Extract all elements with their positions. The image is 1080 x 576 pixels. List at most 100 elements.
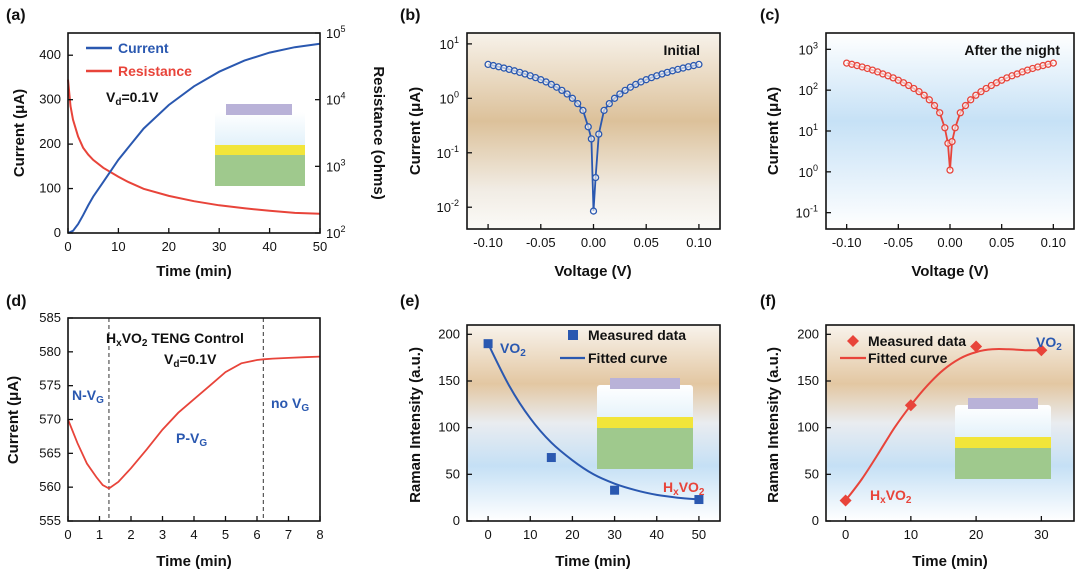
region-no-label: no VG bbox=[271, 395, 309, 414]
x-tick-label: 5 bbox=[222, 527, 229, 542]
x-tick-label: 0.10 bbox=[1041, 235, 1066, 250]
y-tick-label: 400 bbox=[39, 47, 61, 62]
x-axis-title-c: Voltage (V) bbox=[911, 263, 988, 280]
measured-data-point bbox=[839, 494, 852, 507]
panel-label-f: (f) bbox=[760, 293, 776, 310]
panel-label-a: (a) bbox=[6, 7, 26, 24]
y-axis-title-current: Current (μA) bbox=[11, 89, 28, 177]
resistance-series-line bbox=[67, 79, 321, 215]
panel-label-d: (d) bbox=[6, 293, 26, 310]
data-point bbox=[972, 91, 980, 99]
y-tick-label: 50 bbox=[805, 466, 819, 481]
y-tick-label: 0 bbox=[812, 513, 819, 528]
x-tick-label: 50 bbox=[692, 527, 706, 542]
data-point bbox=[948, 137, 956, 146]
data-point bbox=[910, 84, 918, 93]
measured-data-point bbox=[904, 399, 917, 412]
measured-data-point bbox=[483, 339, 493, 349]
x-tick-label: 10 bbox=[523, 527, 537, 542]
y2-tick-label: 104 bbox=[326, 91, 345, 108]
data-point bbox=[967, 96, 975, 104]
x-tick-label: 40 bbox=[262, 239, 276, 254]
fitted-curve-line bbox=[487, 343, 699, 501]
data-point bbox=[977, 87, 985, 96]
data-point bbox=[946, 166, 954, 174]
x-tick-label: 0.05 bbox=[634, 235, 659, 250]
data-point bbox=[579, 106, 587, 115]
device-schematic-f bbox=[955, 398, 1051, 479]
panel-d: 0 1 2 3 4 5 6 7 8 555 560 565 570 575 580 585 HxVO2 TEN… bbox=[5, 310, 324, 570]
measured-data-point bbox=[546, 453, 556, 463]
y-tick-label: 0 bbox=[453, 513, 460, 528]
panel-label-c: (c) bbox=[760, 7, 780, 24]
x-tick-label: 40 bbox=[650, 527, 664, 542]
panel-d-header: HxVO2 TENG Control bbox=[106, 330, 244, 349]
data-point bbox=[1049, 59, 1057, 67]
current-series-line bbox=[67, 42, 321, 234]
y-tick-label: 100 bbox=[438, 420, 460, 435]
data-point bbox=[936, 109, 944, 117]
x-tick-label: 20 bbox=[565, 527, 579, 542]
y-tick-label: 10-1 bbox=[796, 204, 818, 221]
x-tick-label: 30 bbox=[1034, 527, 1048, 542]
data-point bbox=[605, 99, 613, 108]
x-axis-title-e: Time (min) bbox=[555, 553, 631, 570]
region-p-label: P-VG bbox=[176, 430, 207, 449]
data-point bbox=[568, 94, 577, 102]
y-tick-label: 200 bbox=[39, 136, 61, 151]
hxvo2-label-f: HxVO2 bbox=[870, 487, 912, 506]
x-axis-title-d: Time (min) bbox=[156, 553, 232, 570]
y-tick-label: 150 bbox=[438, 373, 460, 388]
vo2-label-f: VO2 bbox=[1036, 334, 1062, 353]
bias-note: Vd=0.1V bbox=[106, 89, 159, 108]
panel-a: 0 10 20 30 40 50 0 100 200 300 400 102 103 104 105 Cur… bbox=[11, 24, 387, 280]
y-tick-label: 300 bbox=[39, 92, 61, 107]
x-tick-label: -0.10 bbox=[832, 235, 862, 250]
y2-tick-label: 105 bbox=[326, 24, 345, 41]
x-tick-label: 0 bbox=[64, 527, 71, 542]
y-tick-label: 150 bbox=[797, 373, 819, 388]
panel-b-title: Initial bbox=[663, 42, 700, 58]
y-tick-label: 570 bbox=[39, 412, 61, 427]
current-series-line bbox=[67, 355, 321, 490]
x-tick-label: 2 bbox=[127, 527, 134, 542]
legend-measured-swatch-f bbox=[847, 335, 859, 347]
x-tick-label: 30 bbox=[607, 527, 621, 542]
y-tick-label: 101 bbox=[799, 122, 818, 139]
panel-label-b: (b) bbox=[400, 7, 420, 24]
x-tick-label: 50 bbox=[313, 239, 327, 254]
y-axis-title-f: Raman Intensity (a.u.) bbox=[765, 347, 782, 503]
x-tick-label: 20 bbox=[969, 527, 983, 542]
x-tick-label: 30 bbox=[212, 239, 226, 254]
panel-e: 0 10 20 30 40 50 0 50 100 150 200 Measured data Fi… bbox=[407, 324, 721, 570]
data-point bbox=[956, 109, 964, 117]
fitted-curve-line bbox=[844, 348, 1042, 502]
y2-axis-title-resistance: Resistance (ohms) bbox=[370, 66, 387, 199]
data-point bbox=[951, 124, 959, 132]
x-tick-label: 20 bbox=[162, 239, 176, 254]
x-axis-title-b: Voltage (V) bbox=[554, 263, 631, 280]
x-tick-label: 8 bbox=[316, 527, 323, 542]
data-point bbox=[920, 91, 928, 99]
x-tick-label: 0.00 bbox=[937, 235, 962, 250]
y-tick-label: 101 bbox=[440, 35, 459, 52]
data-point bbox=[925, 96, 933, 104]
y-tick-label: 103 bbox=[799, 40, 818, 57]
measured-data-point bbox=[1035, 344, 1048, 357]
legend-fitted-label-f: Fitted curve bbox=[868, 350, 948, 366]
y-tick-label: 0 bbox=[54, 225, 61, 240]
data-point bbox=[905, 81, 913, 90]
panel-label-e: (e) bbox=[400, 293, 420, 310]
data-point bbox=[574, 99, 582, 108]
data-point bbox=[621, 86, 629, 95]
x-tick-label: 10 bbox=[111, 239, 125, 254]
y-tick-label: 102 bbox=[799, 81, 818, 98]
x-tick-label: 10 bbox=[904, 527, 918, 542]
data-point bbox=[587, 135, 596, 143]
data-point bbox=[610, 94, 619, 102]
data-point bbox=[552, 83, 561, 91]
y-tick-label: 10-1 bbox=[437, 144, 459, 161]
data-point bbox=[589, 207, 598, 215]
x-tick-label: 1 bbox=[96, 527, 103, 542]
data-point bbox=[600, 106, 608, 115]
